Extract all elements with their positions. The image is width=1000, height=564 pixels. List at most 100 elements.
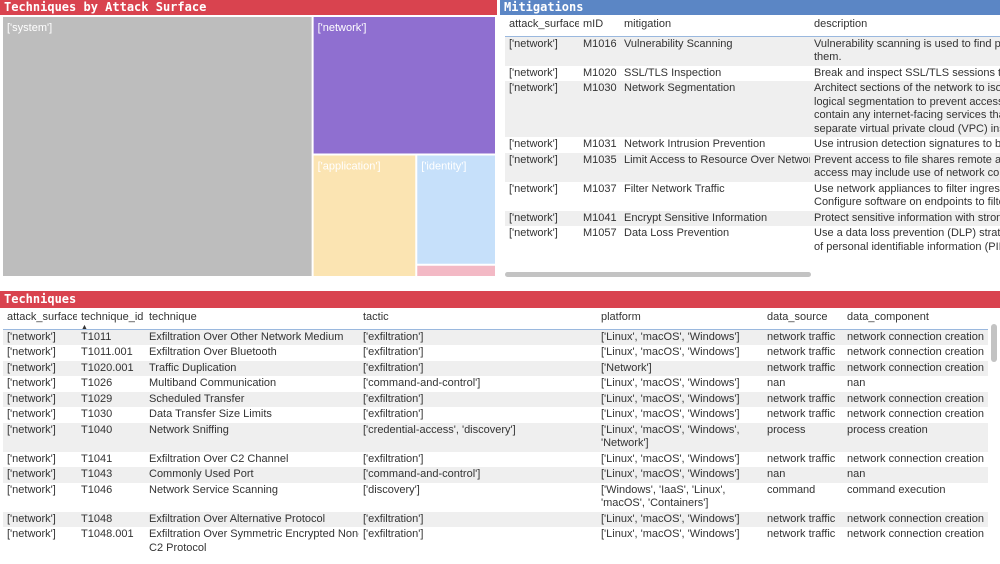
column-header[interactable]: mID	[583, 18, 604, 30]
cell: Vulnerability Scanning	[624, 37, 733, 50]
scrollbar[interactable]	[991, 324, 997, 362]
cell: nan	[767, 468, 786, 480]
cell: ['command-and-control']	[363, 468, 481, 480]
table-row: ['network'] M1037 Filter Network Traffic Us…	[505, 182, 1000, 211]
cell: ['network']	[509, 182, 558, 195]
table-row: ['network'] T1011.001 Exfiltration Over Bl…	[3, 345, 988, 361]
cell: ['network']	[7, 483, 56, 496]
cell: ['network']	[509, 227, 558, 239]
column-header[interactable]: platform	[601, 311, 641, 323]
cell: nan	[847, 377, 866, 389]
table-row: ['network'] T1040 Network Sniffing ['creden…	[3, 422, 988, 452]
cell: M1035	[583, 153, 617, 166]
cell: Prevent access to file shares remote acc…	[814, 153, 1000, 180]
cell: network connection creation	[847, 512, 984, 525]
column-header[interactable]: mitigation	[624, 18, 672, 30]
cell: M1031	[583, 138, 617, 150]
cell: T1046	[81, 483, 113, 496]
column-header[interactable]: data_component	[847, 311, 929, 323]
cell: ['Linux', 'macOS', 'Windows']	[601, 512, 740, 525]
cell: SSL/TLS Inspection	[624, 66, 722, 79]
cell: Use a data loss prevention (DLP) strateg…	[814, 227, 1000, 253]
table-row: ['network'] T1030 Data Transfer Size Limit…	[3, 407, 988, 423]
cell: process	[767, 423, 806, 436]
cell: Traffic Duplication	[149, 361, 237, 374]
tile-label: ['network']	[318, 22, 367, 34]
cell: ['network']	[7, 423, 56, 436]
cell: Exfiltration Over C2 Channel	[149, 452, 289, 465]
sort-indicator[interactable]: ▲	[81, 324, 88, 329]
cell: ['network']	[509, 82, 558, 94]
treemap-tile	[313, 17, 495, 154]
cell: Network Sniffing	[149, 423, 229, 436]
cell: ['Linux', 'macOS', 'Windows']	[601, 392, 740, 405]
cell: Exfiltration Over Symmetric Encrypted No…	[149, 528, 359, 554]
cell: T1043	[81, 468, 113, 480]
cell: M1020	[583, 66, 617, 79]
cell: network traffic	[767, 392, 836, 405]
cell: Commonly Used Port	[149, 468, 254, 480]
cell: command execution	[847, 483, 946, 496]
table-row: ['network'] T1048 Exfiltration Over Altern…	[3, 511, 988, 527]
cell: Network Intrusion Prevention	[624, 138, 766, 150]
cell: ['Linux', 'macOS', 'Windows']	[601, 528, 740, 540]
cell: M1041	[583, 211, 617, 224]
cell: network traffic	[767, 330, 836, 343]
cell: ['Windows', 'IaaS', 'Linux', 'macOS', 'C…	[601, 483, 726, 510]
table-row: ['network'] T1011 Exfiltration Over Other …	[3, 329, 988, 345]
cell: Limit Access to Resource Over Network	[624, 153, 810, 166]
cell: ['network']	[7, 377, 56, 389]
cell: T1020.001	[81, 361, 134, 374]
cell: network traffic	[767, 361, 836, 374]
cell: nan	[767, 377, 786, 389]
tile-label: ['identity']	[421, 160, 466, 172]
cell: command	[767, 483, 816, 496]
cell: ['command-and-control']	[363, 377, 481, 389]
cell: network connection creation	[847, 330, 984, 343]
table-row: ['network'] T1043 Commonly Used Port ['comm…	[3, 467, 988, 483]
cell: ['Linux', 'macOS', 'Windows']	[601, 377, 740, 389]
treemap-tile	[417, 155, 495, 264]
cell: network connection creation	[847, 392, 984, 405]
cell: network connection creation	[847, 346, 984, 358]
cell: nan	[847, 468, 866, 480]
cell: Use intrusion detection signatures to bl	[814, 138, 1000, 150]
cell: ['exfiltration']	[363, 361, 424, 374]
cell: M1057	[583, 227, 617, 239]
column-header[interactable]: tactic	[363, 311, 389, 323]
column-header[interactable]: description	[814, 18, 868, 30]
column-header[interactable]: attack_surface	[509, 18, 579, 30]
cell: T1040	[81, 423, 113, 436]
cell: ['network']	[7, 468, 56, 480]
cell: ['network']	[509, 211, 558, 224]
cell: network connection creation	[847, 452, 984, 465]
cell: M1037	[583, 182, 617, 195]
tile-label: ['application']	[318, 160, 381, 172]
cell: Architect sections of the network to iso…	[814, 82, 1000, 135]
cell: T1011	[81, 330, 112, 343]
scrollbar[interactable]	[505, 272, 811, 277]
cell: ['Linux', 'macOS', 'Windows']	[601, 408, 740, 420]
cell: Network Segmentation	[624, 82, 736, 94]
cell: Data Loss Prevention	[624, 227, 730, 239]
table-row: ['network'] M1057 Data Loss Prevention Use …	[505, 226, 1000, 255]
cell: ['Linux', 'macOS', 'Windows', 'Network']	[601, 423, 740, 450]
cell: ['credential-access', 'discovery']	[363, 423, 516, 436]
cell: ['network']	[7, 361, 56, 374]
column-header[interactable]: technique_id ▲	[81, 311, 144, 329]
panel-title: Techniques	[0, 291, 1000, 308]
table-row: ['network'] T1048.001 Exfiltration Over Sy…	[3, 527, 988, 556]
cell: T1048	[81, 512, 113, 525]
cell: T1048.001	[81, 528, 134, 540]
cell: network traffic	[767, 346, 836, 358]
column-header[interactable]: attack_surface	[7, 311, 77, 323]
cell: ['network']	[7, 392, 56, 405]
cell: ['Linux', 'macOS', 'Windows']	[601, 452, 740, 465]
cell: ['network']	[509, 66, 558, 79]
cell: network connection creation	[847, 361, 984, 374]
column-header[interactable]: technique	[149, 311, 197, 323]
cell: Exfiltration Over Other Network Medium	[149, 330, 344, 343]
table-row: ['network'] T1029 Scheduled Transfer ['exfi…	[3, 391, 988, 407]
column-header[interactable]: data_source	[767, 311, 828, 323]
cell: process creation	[847, 423, 928, 436]
